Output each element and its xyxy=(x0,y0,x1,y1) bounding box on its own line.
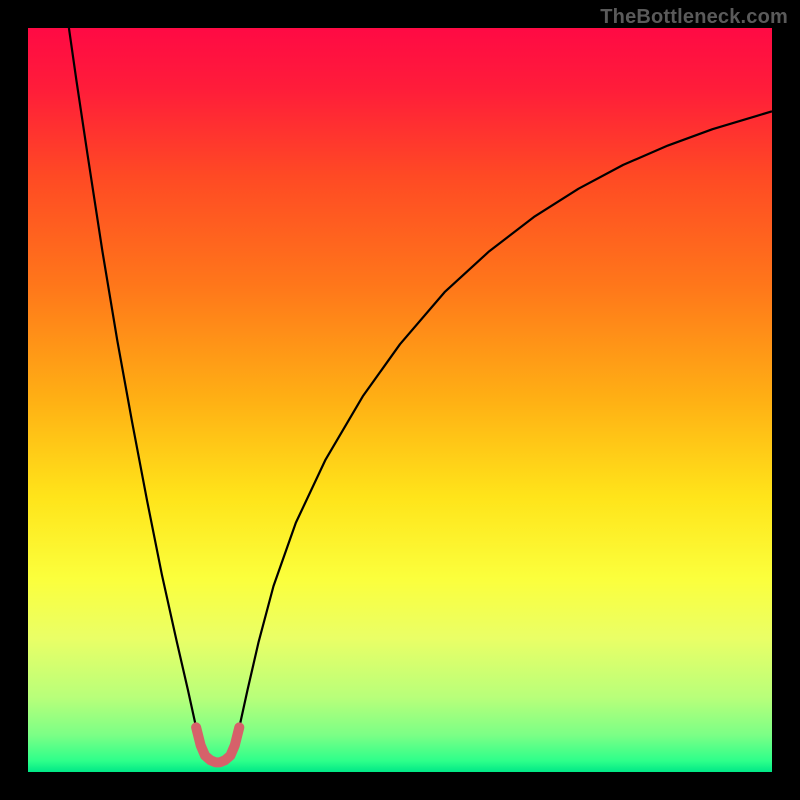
credit-label: TheBottleneck.com xyxy=(600,6,788,29)
plot-area xyxy=(28,28,772,772)
gradient-background xyxy=(28,28,772,772)
chart-svg xyxy=(28,28,772,772)
